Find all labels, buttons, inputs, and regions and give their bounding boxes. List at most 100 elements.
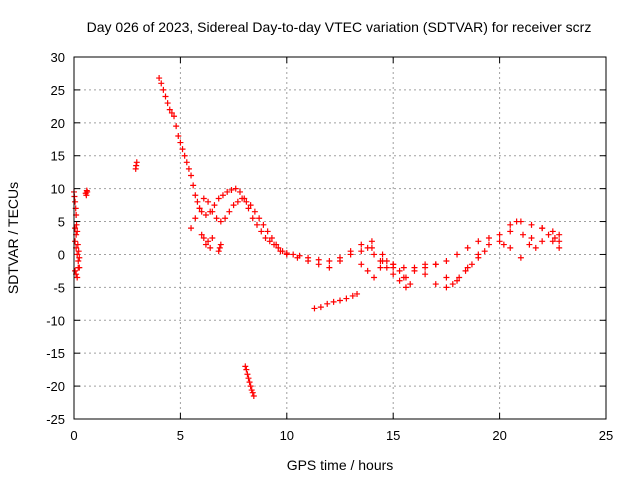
x-tick-label: 20 <box>492 428 506 443</box>
data-point <box>196 205 203 212</box>
data-point <box>358 261 365 268</box>
data-point <box>432 281 439 288</box>
data-point <box>230 202 237 209</box>
data-point <box>422 261 429 268</box>
y-tick-label: 0 <box>58 247 65 262</box>
data-point <box>260 221 267 228</box>
y-axis-title: SDTVAR / TECUs <box>5 182 21 294</box>
data-point <box>481 248 488 255</box>
data-point <box>160 86 167 93</box>
data-point <box>245 375 252 382</box>
data-point <box>164 100 171 107</box>
data-point <box>275 244 282 251</box>
data-point <box>507 221 514 228</box>
data-point <box>364 244 371 251</box>
data-point <box>400 264 407 271</box>
data-point <box>513 218 520 225</box>
data-point <box>377 264 384 271</box>
y-tick-label: 30 <box>51 50 65 65</box>
data-point <box>273 241 280 248</box>
data-point <box>337 258 343 265</box>
data-point <box>173 123 180 130</box>
data-point <box>72 198 79 205</box>
data-point <box>305 258 312 265</box>
series-hour-0.6 <box>82 187 91 199</box>
data-point <box>222 215 229 222</box>
data-point <box>371 274 378 281</box>
data-point <box>247 202 254 209</box>
data-point <box>528 235 535 241</box>
series-hour-6.5-cluster <box>198 231 224 255</box>
data-point <box>449 281 456 288</box>
data-point <box>402 274 409 281</box>
data-point <box>396 267 403 274</box>
data-point <box>73 221 80 228</box>
data-point <box>324 300 331 307</box>
data-point <box>188 172 195 179</box>
data-point <box>485 241 492 248</box>
data-point <box>254 221 261 228</box>
data-point <box>171 113 178 120</box>
grid <box>74 57 606 419</box>
data-point <box>315 261 322 268</box>
data-point <box>183 159 190 166</box>
data-point <box>456 274 463 281</box>
data-point <box>347 248 354 255</box>
data-point <box>249 215 256 222</box>
data-point <box>228 186 235 193</box>
data-point <box>166 106 173 113</box>
data-point <box>258 228 265 235</box>
data-point <box>250 392 257 399</box>
data-point <box>294 254 301 261</box>
data-point <box>343 295 350 302</box>
data-point <box>246 379 253 386</box>
y-tick-label: -20 <box>46 379 65 394</box>
data-point <box>211 202 218 209</box>
data-point <box>402 284 409 291</box>
data-point <box>464 244 471 251</box>
data-point <box>251 208 258 215</box>
data-point <box>234 198 241 205</box>
data-point <box>443 258 450 265</box>
y-tick-label: -15 <box>46 346 65 361</box>
data-point <box>207 244 214 251</box>
data-point <box>539 225 546 232</box>
series-hour-11-segment <box>311 290 361 312</box>
data-point <box>239 195 246 202</box>
data-point <box>72 267 79 274</box>
data-point <box>358 248 365 255</box>
data-point <box>205 238 212 245</box>
y-tick-label: -25 <box>46 412 65 427</box>
data-point <box>194 198 201 205</box>
data-point <box>532 244 539 251</box>
data-points <box>71 75 563 399</box>
data-point <box>507 228 514 235</box>
series-loop-branch <box>358 218 563 291</box>
x-tick-label: 25 <box>599 428 613 443</box>
data-point <box>226 208 233 215</box>
series-hour-2.9 <box>132 159 140 172</box>
data-point <box>545 231 552 238</box>
data-point <box>464 264 471 271</box>
data-point <box>185 165 192 172</box>
data-point <box>379 251 386 258</box>
data-point <box>539 238 546 245</box>
data-point <box>179 146 186 153</box>
data-point <box>198 231 205 238</box>
data-point <box>74 251 81 258</box>
y-tick-label: 10 <box>51 182 65 197</box>
data-point <box>243 198 250 205</box>
data-point <box>454 251 461 258</box>
data-point <box>209 235 216 241</box>
data-point <box>364 267 371 274</box>
chart-title: Day 026 of 2023, Sidereal Day-to-day VTE… <box>87 19 592 35</box>
data-point <box>526 241 533 248</box>
data-point <box>202 241 209 248</box>
data-point <box>168 109 175 116</box>
x-tick-label: 5 <box>177 428 184 443</box>
data-point <box>411 264 418 271</box>
x-tick-label: 10 <box>280 428 294 443</box>
data-point <box>443 274 450 281</box>
data-point <box>407 281 414 288</box>
data-point <box>198 208 205 215</box>
